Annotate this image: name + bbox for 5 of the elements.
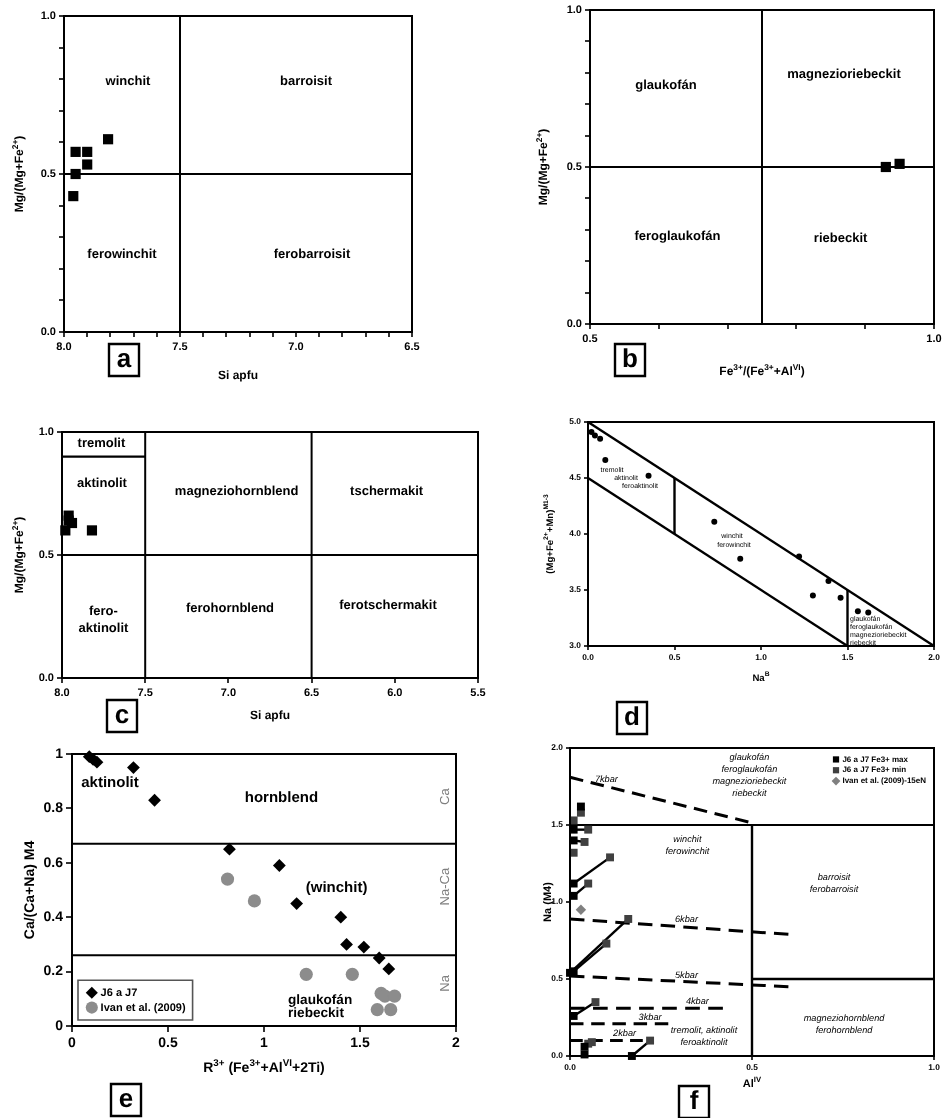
text: e [118,1083,134,1114]
text: b [622,343,639,374]
text: f [689,1085,700,1116]
text: d [624,701,641,732]
text: a [116,343,133,374]
